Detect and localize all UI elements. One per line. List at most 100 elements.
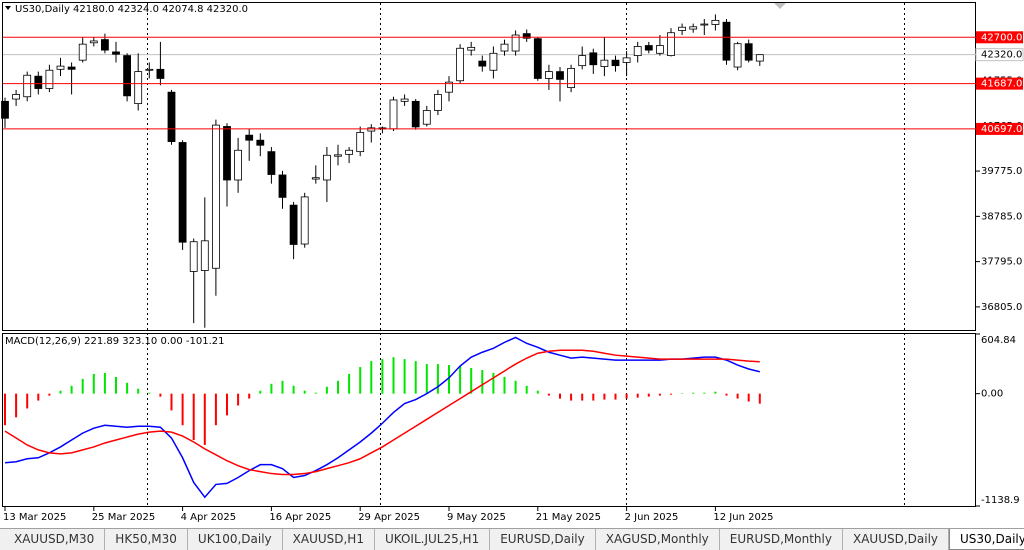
candle-body — [744, 43, 753, 61]
candle-body — [533, 38, 542, 79]
price-level-tag — [976, 77, 1023, 90]
x-tick-label: 13 Mar 2025 — [3, 512, 66, 523]
shift-marker — [774, 3, 786, 9]
y-tick-label: 37795.0 — [981, 257, 1022, 268]
candle-body — [134, 71, 143, 105]
candle-body — [600, 59, 609, 67]
candle-body — [478, 60, 487, 67]
chart: US30,Daily 42180.0 42324.0 42074.8 42320… — [0, 0, 1024, 528]
x-tick-label: 9 May 2025 — [447, 512, 506, 523]
price-level-label: 40697.0 — [981, 124, 1022, 135]
price-level-label: 42700.0 — [981, 32, 1022, 43]
tab[interactable]: UKOIL.JUL25,H1 — [375, 529, 491, 550]
y-tick-label: 39775.0 — [981, 166, 1022, 177]
x-tick-label: 29 Apr 2025 — [358, 512, 420, 523]
candle-body — [211, 124, 220, 269]
y-tick-label: 0.00 — [981, 389, 1003, 400]
candle-body — [322, 154, 331, 181]
candle-body — [500, 43, 509, 52]
candle-body — [56, 65, 65, 70]
tab[interactable]: EURUSD,Monthly — [720, 529, 843, 550]
candle-body — [167, 91, 176, 142]
candle-body — [622, 57, 631, 63]
candle-body — [367, 127, 376, 132]
candle-body — [644, 45, 653, 51]
candle-body — [256, 139, 265, 146]
candle-body — [456, 47, 465, 82]
macd-title: MACD(12,26,9) 221.89 323.10 0.00 -101.21 — [5, 336, 225, 347]
candle-body — [23, 74, 32, 98]
candle-body — [234, 149, 243, 181]
candle-body — [267, 151, 276, 175]
tab[interactable]: XAUUSD,M30 — [4, 529, 106, 550]
candle-body — [89, 40, 98, 44]
candle-body — [711, 19, 720, 25]
candle-body — [200, 240, 209, 271]
candle-body — [289, 204, 298, 245]
tab[interactable]: EURUSD,Daily — [490, 529, 596, 550]
x-tick-label: 16 Apr 2025 — [269, 512, 331, 523]
candle-body — [34, 75, 43, 89]
price-level-tag — [976, 122, 1023, 135]
candle-body — [334, 154, 342, 157]
candle-body — [433, 94, 442, 111]
candle-body — [545, 71, 553, 79]
tab[interactable]: US30,Daily — [949, 529, 1024, 550]
x-tick-label: 2 Jun 2025 — [625, 512, 679, 523]
current-price-tag — [975, 48, 1024, 62]
candle-body — [578, 55, 587, 67]
tab[interactable]: XAGUSD,Monthly — [596, 529, 720, 550]
tab[interactable]: XAUUSD,Daily — [843, 529, 950, 550]
candle-body — [633, 46, 642, 56]
candle-body — [411, 100, 420, 128]
candle-body — [189, 241, 198, 272]
x-tick-label: 12 Jun 2025 — [713, 512, 773, 523]
candle-body — [356, 132, 365, 153]
price-level-tag — [976, 31, 1023, 44]
chart-title: US30,Daily 42180.0 42324.0 42074.8 42320… — [15, 4, 248, 15]
signal-line — [4, 349, 760, 476]
candle-body — [300, 196, 309, 245]
candle-body — [689, 26, 698, 30]
candle-body — [400, 98, 409, 102]
menu-arrow — [5, 6, 11, 10]
x-tick-label: 4 Apr 2025 — [181, 512, 236, 523]
x-tick-label: 25 Mar 2025 — [92, 512, 155, 523]
candle-body — [12, 94, 21, 100]
candle-body — [667, 32, 675, 56]
macd-line — [4, 336, 760, 499]
candle-body — [112, 51, 120, 55]
candle-body — [389, 99, 398, 130]
candle-body — [123, 55, 131, 97]
tab[interactable]: HK50,M30 — [105, 529, 188, 550]
candle-body — [422, 110, 431, 125]
tab-bar: XAUUSD,M30 HK50,M30 UK100,Daily XAUUSD,H1 UK… — [0, 528, 1024, 550]
candle-body — [700, 23, 709, 26]
tab[interactable]: XAUUSD,H1 — [283, 529, 375, 550]
background — [0, 0, 1024, 528]
candle-body — [567, 68, 575, 89]
candle-body — [678, 26, 686, 31]
price-panel — [2, 2, 976, 331]
candle-body — [45, 69, 54, 89]
candle-body — [156, 68, 165, 79]
candle-body — [489, 52, 498, 71]
y-tick-label: 38785.0 — [981, 211, 1022, 222]
candle-body — [733, 43, 742, 68]
candle-body — [656, 45, 664, 54]
candle-body — [467, 46, 476, 51]
price-level-label: 41687.0 — [981, 79, 1022, 90]
tab[interactable]: UK100,Daily — [188, 529, 283, 550]
candle-body — [245, 134, 254, 141]
candle-body — [445, 81, 453, 93]
candle-body — [755, 54, 764, 62]
candle-body — [611, 59, 620, 67]
candle-body — [145, 68, 154, 71]
candle-body — [522, 33, 531, 39]
candle-body — [511, 34, 520, 52]
macd-panel — [2, 333, 976, 507]
current-price-label: 42320.0 — [981, 50, 1022, 61]
candle-body — [556, 71, 564, 80]
candle-body — [589, 52, 598, 66]
y-tick-label: -1138.9 — [981, 495, 1020, 506]
